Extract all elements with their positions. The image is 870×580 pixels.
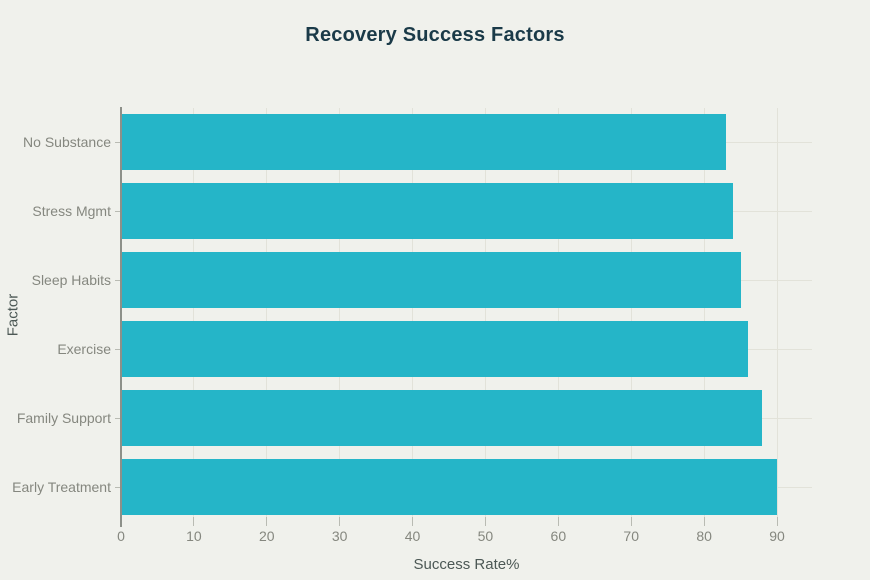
bar — [121, 183, 734, 239]
gridline-vertical — [703, 107, 705, 522]
y-axis-spine — [120, 106, 122, 527]
x-axis-tick — [630, 516, 632, 526]
x-axis-tick — [339, 516, 341, 526]
x-axis-tick — [266, 516, 268, 526]
gridline-vertical — [412, 107, 414, 522]
bar — [121, 321, 748, 377]
gridline-vertical — [266, 107, 268, 522]
x-axis-tick — [412, 516, 414, 526]
gridline-vertical — [339, 107, 341, 522]
gridline-vertical — [484, 107, 486, 522]
y-axis-tick — [115, 210, 121, 212]
x-axis-tick — [484, 516, 486, 526]
x-tick-label: 30 — [331, 527, 348, 544]
x-axis-tick — [776, 516, 778, 526]
x-tick-label: 90 — [769, 527, 785, 544]
x-tick-label: 0 — [117, 527, 125, 544]
x-tick-label: 20 — [258, 527, 275, 544]
x-tick-label: 50 — [477, 527, 494, 544]
bar — [121, 114, 726, 170]
y-axis-title: Factor — [4, 293, 22, 336]
y-tick-label: Early Treatment — [12, 479, 111, 495]
bar — [121, 459, 777, 515]
y-axis-tick — [115, 279, 121, 281]
gridline-vertical — [557, 107, 559, 522]
x-tick-label: 60 — [550, 527, 567, 544]
x-axis-tick — [703, 516, 705, 526]
y-axis-tick — [115, 486, 121, 488]
x-axis-tick — [557, 516, 559, 526]
y-tick-label: Sleep Habits — [31, 272, 111, 288]
gridline-vertical — [193, 107, 195, 522]
x-tick-label: 70 — [623, 527, 639, 544]
y-tick-label: No Substance — [23, 134, 111, 150]
y-axis-tick — [115, 348, 121, 350]
y-axis-tick — [115, 417, 121, 419]
y-axis-tick — [115, 141, 121, 143]
bar — [121, 390, 763, 446]
x-tick-label: 10 — [186, 527, 202, 544]
x-axis-title: Success Rate% — [413, 556, 520, 573]
x-axis-tick — [193, 516, 195, 526]
bar — [121, 252, 741, 308]
y-tick-label: Stress Mgmt — [32, 203, 111, 219]
gridline-vertical — [776, 107, 778, 522]
y-tick-label: Family Support — [16, 410, 111, 426]
gridline-vertical — [630, 107, 632, 522]
x-tick-label: 40 — [404, 527, 421, 544]
x-tick-label: 80 — [696, 527, 712, 544]
y-tick-label: Exercise — [57, 341, 111, 357]
chart-title: Recovery Success Factors — [305, 24, 565, 46]
